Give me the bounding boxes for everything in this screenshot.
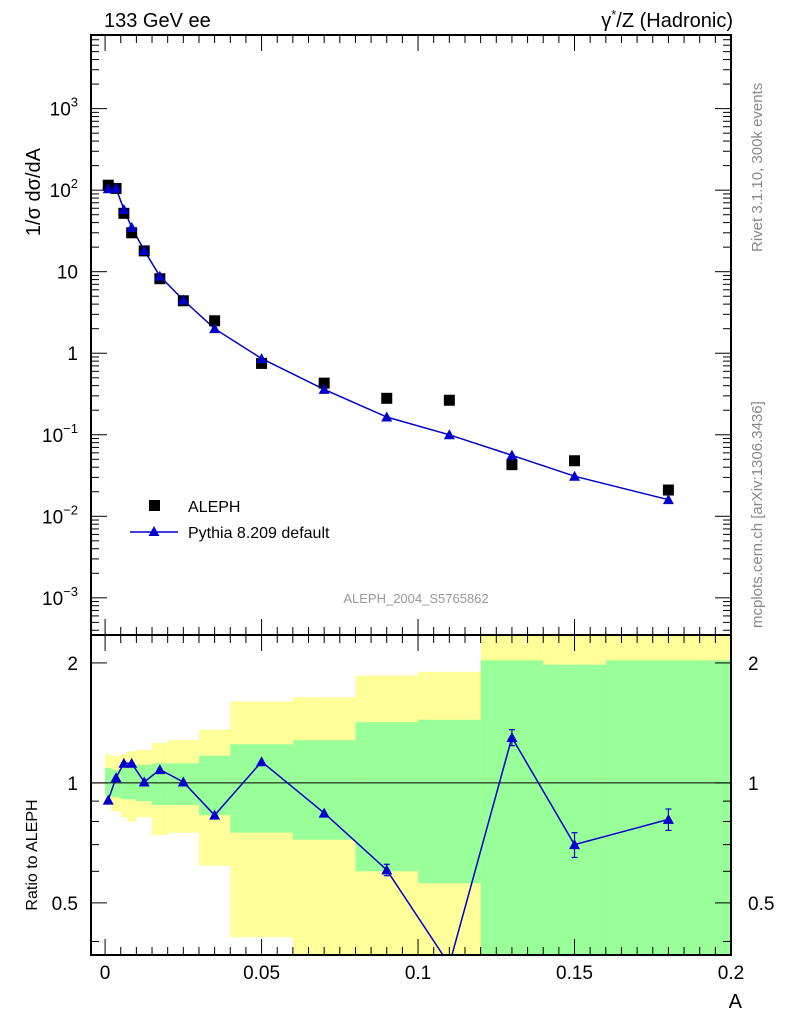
pythia-point	[569, 470, 581, 481]
ratio-pythia-point	[662, 813, 674, 824]
main-y-tick-label: 103	[50, 95, 78, 121]
pythia-point	[662, 494, 674, 505]
process-title: γ*/Z (Hadronic)	[601, 7, 733, 32]
pythia-point	[318, 383, 330, 394]
band-inner	[198, 755, 231, 816]
aleph-point	[318, 377, 330, 389]
ratio-pythia-point	[126, 757, 138, 768]
x-axis-label: A	[729, 991, 743, 1013]
ratio-pythia-point	[318, 807, 330, 818]
x-tick-label: 0.05	[243, 963, 280, 984]
band-inner	[355, 722, 419, 872]
band-inner	[120, 767, 127, 800]
rivet-label: Rivet 3.1.10, 300k events	[749, 83, 766, 252]
pythia-point	[138, 244, 150, 255]
mcplots-label: mcplots.cern.ch [arXiv:1306.3436]	[749, 401, 766, 628]
x-tick-label: 0.2	[718, 963, 744, 984]
pythia-point	[209, 323, 221, 334]
x-tick-label: 0.15	[556, 963, 593, 984]
aleph-point	[126, 227, 138, 239]
main-plot-panel: 1/σ dσ/dA ALEPH_2004_S5765862 10−310−210…	[23, 34, 732, 636]
pythia-point	[102, 183, 114, 194]
pythia-point	[177, 294, 189, 305]
ratio-pythia-point	[118, 757, 130, 768]
aleph-point	[662, 484, 674, 496]
ratio-pythia-point	[209, 809, 221, 820]
ratio-plot-frame	[90, 634, 732, 956]
ratio-pythia-point	[569, 839, 581, 850]
process-title-sup: *	[611, 7, 616, 22]
band-inner	[543, 664, 606, 955]
process-title-suffix: /Z (Hadronic)	[616, 10, 733, 32]
legend-label-aleph: ALEPH	[188, 499, 240, 516]
ratio-y-tick-label-right: 0.5	[748, 894, 774, 915]
x-tick-label: 0	[100, 963, 111, 984]
ratio-y-tick-label-left: 0.5	[52, 894, 78, 915]
pythia-point	[443, 429, 455, 440]
main-y-axis-label: 1/σ dσ/dA	[23, 147, 45, 236]
pythia-point	[118, 203, 130, 214]
ratio-y-axis-label: Ratio to ALEPH	[24, 799, 41, 910]
main-y-tick-label: 10−1	[42, 421, 78, 447]
energy-title: 133 GeV ee	[104, 10, 211, 32]
ratio-data-marks	[102, 729, 674, 955]
legend-marker-pythia	[148, 526, 160, 536]
ratio-y-tick-label-right: 1	[748, 774, 759, 795]
pythia-point	[110, 182, 122, 193]
aleph-point	[569, 455, 581, 467]
aleph-point	[506, 459, 518, 471]
ratio-y-tick-label-left: 2	[67, 654, 78, 675]
aleph-point	[381, 392, 393, 404]
ratio-pythia-point	[256, 756, 268, 767]
aleph-point	[209, 315, 221, 327]
ratio-pythia-point	[138, 776, 150, 787]
main-y-tick-label: 10	[57, 263, 78, 284]
pythia-point	[126, 221, 138, 232]
ratio-pythia-point	[381, 864, 393, 875]
ratio-pythia-point	[154, 764, 166, 775]
ratio-plot-panel: 0.5 0.5 1 1 2 2 0 0.05 0.1 0.15 0.2 Ratio to ALEPH…	[24, 634, 774, 1013]
ratio-tick-marks: 0.5 0.5 1 1 2 2 0 0.05 0.1 0.15 0.2	[52, 635, 774, 984]
band-inner	[105, 767, 112, 796]
band-inner	[111, 769, 121, 798]
main-plot-frame	[90, 34, 732, 636]
legend-marker-aleph	[149, 500, 160, 511]
aleph-point	[443, 394, 455, 406]
ratio-pythia-point	[506, 731, 518, 742]
main-y-tick-label: 102	[50, 176, 78, 202]
ratio-pythia-point	[102, 794, 114, 805]
band-inner	[418, 719, 481, 884]
main-y-tick-label: 1	[67, 344, 78, 365]
band-inner	[480, 660, 544, 955]
pythia-point	[154, 270, 166, 281]
ratio-pythia-point	[177, 776, 189, 787]
ratio-pythia-point	[110, 772, 122, 783]
pythia-point	[381, 411, 393, 422]
band-inner	[605, 660, 731, 955]
band-inner	[292, 740, 356, 840]
process-title-prefix: γ	[601, 10, 611, 32]
ratio-y-tick-label-left: 1	[67, 774, 78, 795]
legend: ALEPH Pythia 8.209 default	[130, 499, 330, 542]
pythia-point	[506, 449, 518, 460]
main-data-marks	[102, 179, 674, 505]
main-y-tick-label: 10−2	[42, 502, 78, 528]
main-y-tick-label: 10−3	[42, 584, 78, 610]
main-tick-marks: 10−3 10−2 10−1 1 10 102 103	[42, 34, 732, 635]
pythia-point	[256, 353, 268, 364]
ratio-uncertainty-bands	[105, 635, 731, 955]
ratio-y-tick-label-right: 2	[748, 654, 759, 675]
pythia-line	[108, 187, 669, 501]
analysis-id: ALEPH_2004_S5765862	[343, 591, 488, 606]
legend-label-pythia: Pythia 8.209 default	[188, 525, 330, 542]
aleph-point	[256, 357, 268, 369]
x-tick-label: 0.1	[405, 963, 431, 984]
